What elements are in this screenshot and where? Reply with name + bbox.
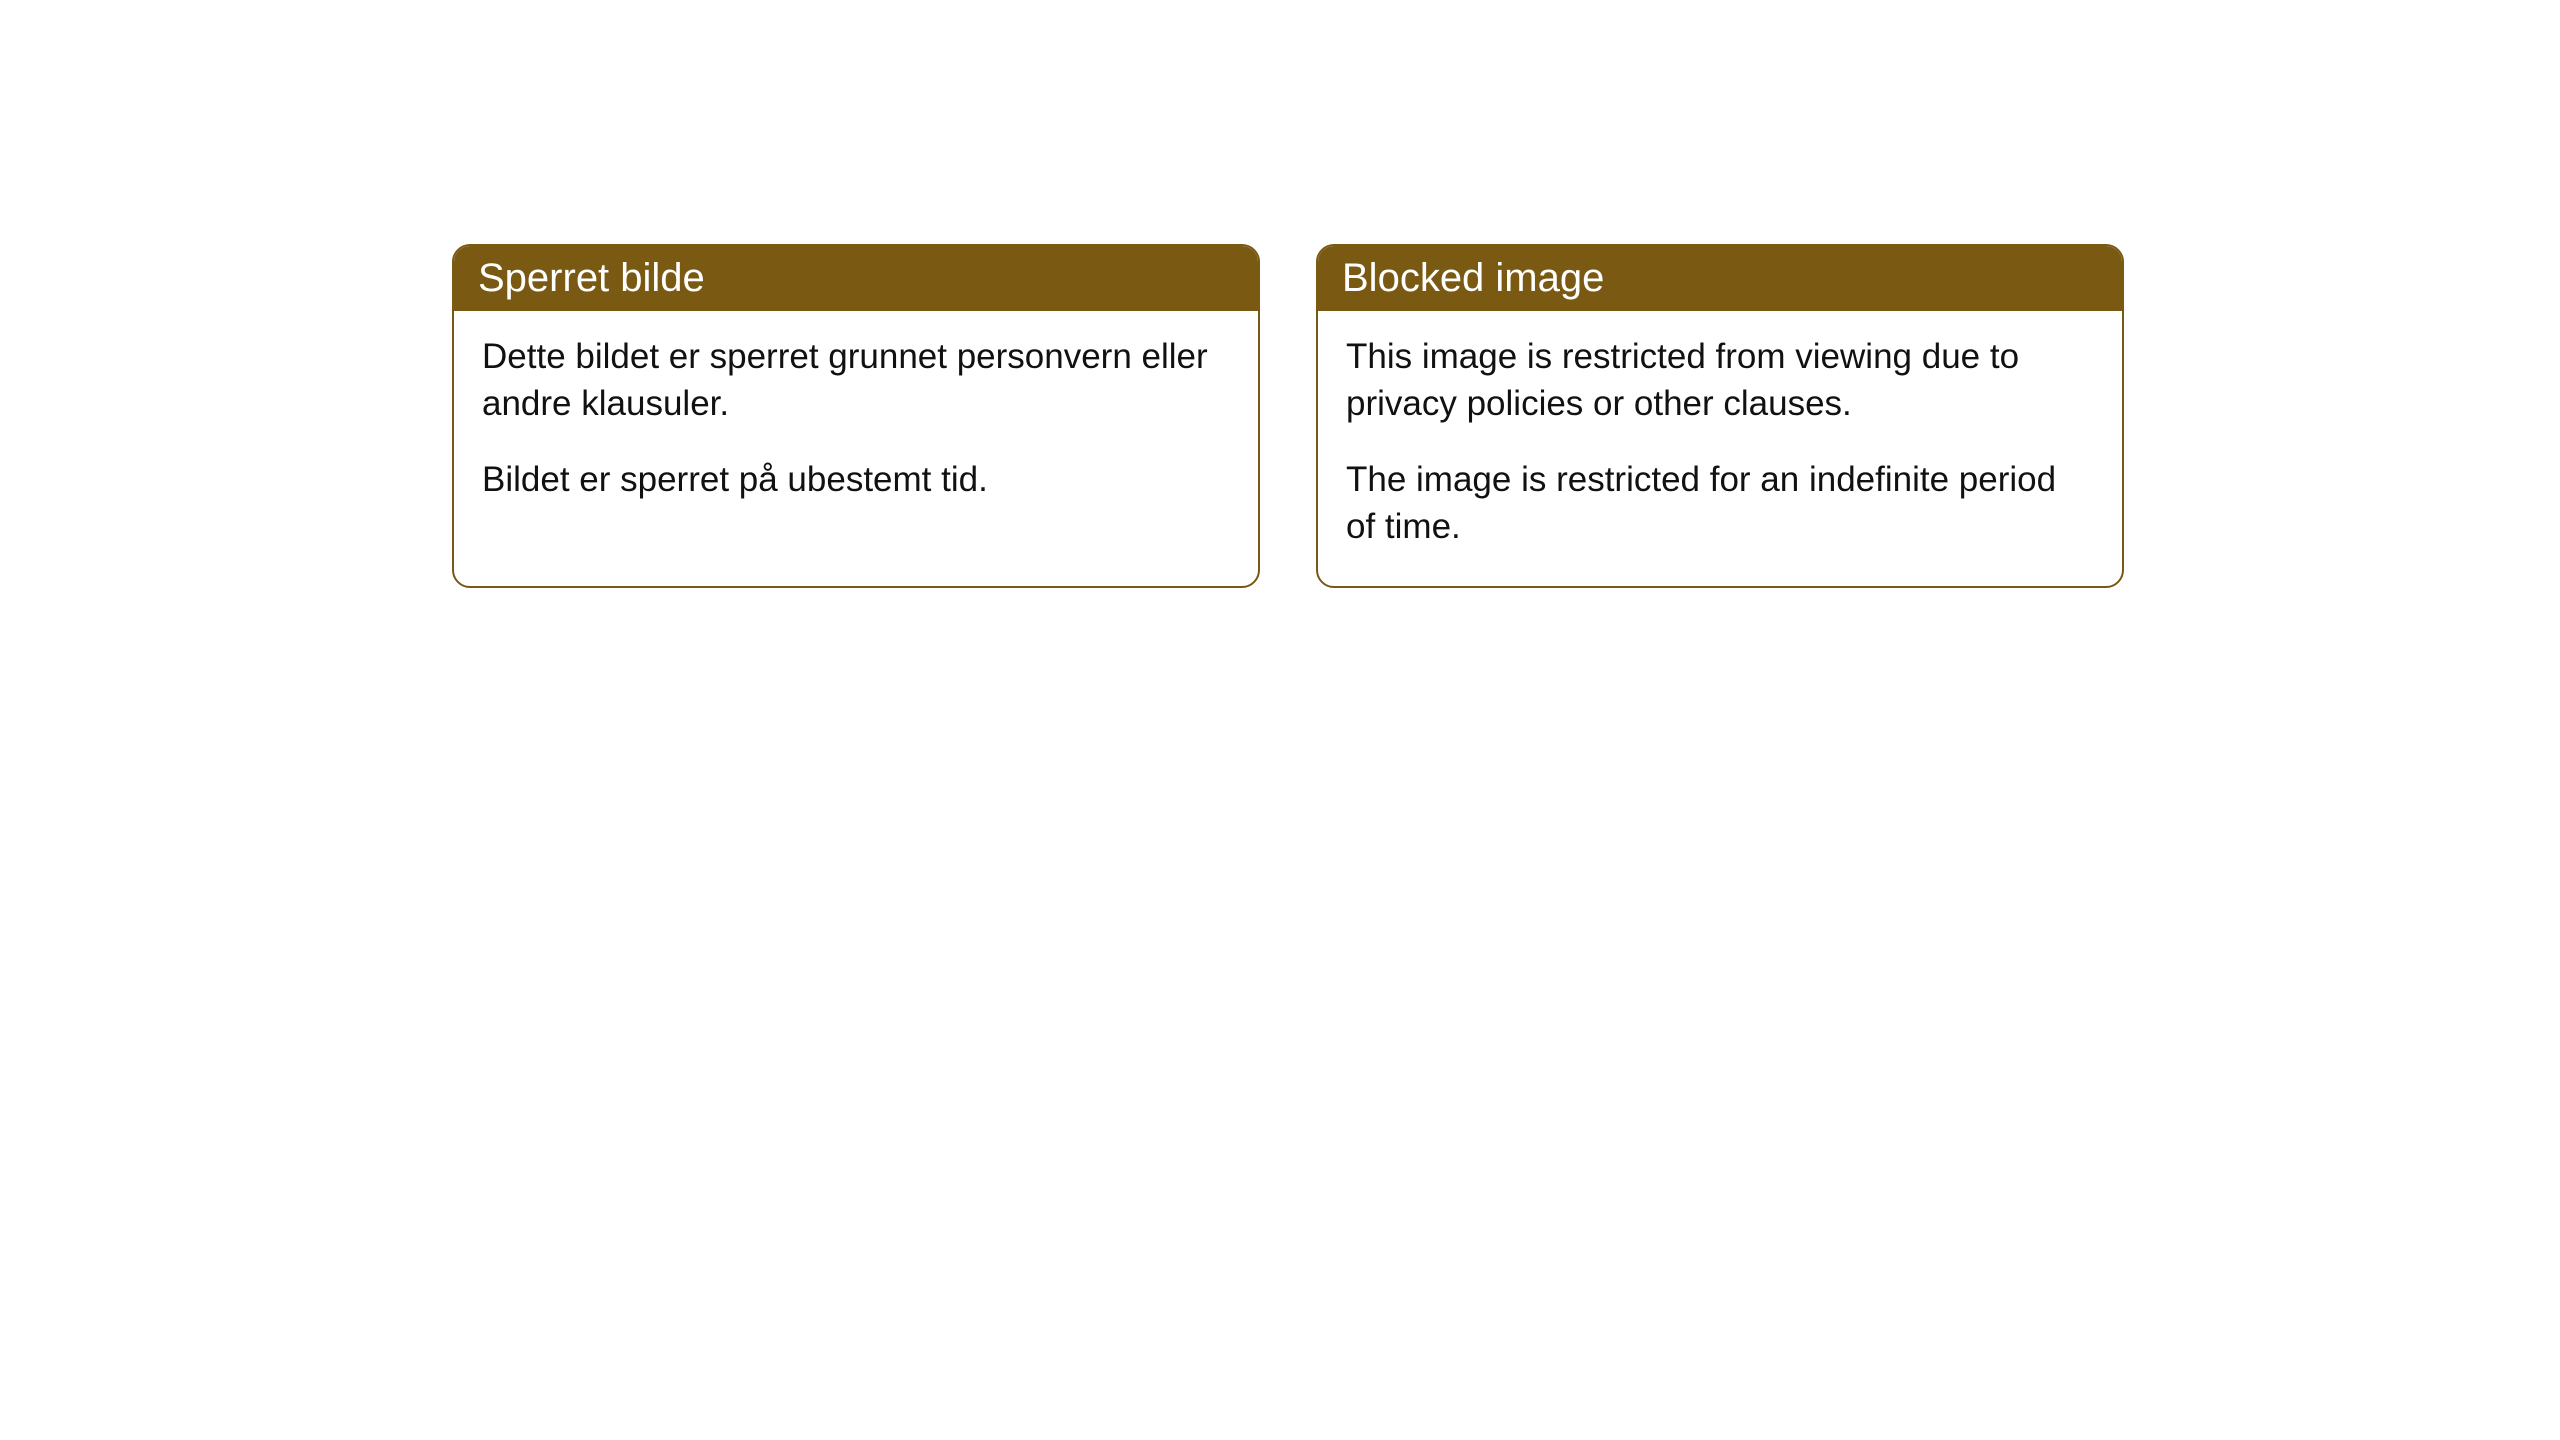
card-header-norwegian: Sperret bilde xyxy=(454,246,1258,311)
card-paragraph-norwegian-2: Bildet er sperret på ubestemt tid. xyxy=(482,456,1230,503)
card-paragraph-norwegian-1: Dette bildet er sperret grunnet personve… xyxy=(482,333,1230,428)
card-body-norwegian: Dette bildet er sperret grunnet personve… xyxy=(454,311,1258,539)
card-paragraph-english-1: This image is restricted from viewing du… xyxy=(1346,333,2094,428)
card-body-english: This image is restricted from viewing du… xyxy=(1318,311,2122,586)
blocked-image-card-norwegian: Sperret bilde Dette bildet er sperret gr… xyxy=(452,244,1260,588)
cards-container: Sperret bilde Dette bildet er sperret gr… xyxy=(0,0,2560,588)
blocked-image-card-english: Blocked image This image is restricted f… xyxy=(1316,244,2124,588)
card-header-english: Blocked image xyxy=(1318,246,2122,311)
card-paragraph-english-2: The image is restricted for an indefinit… xyxy=(1346,456,2094,551)
card-title-norwegian: Sperret bilde xyxy=(478,256,705,300)
card-title-english: Blocked image xyxy=(1342,256,1604,300)
